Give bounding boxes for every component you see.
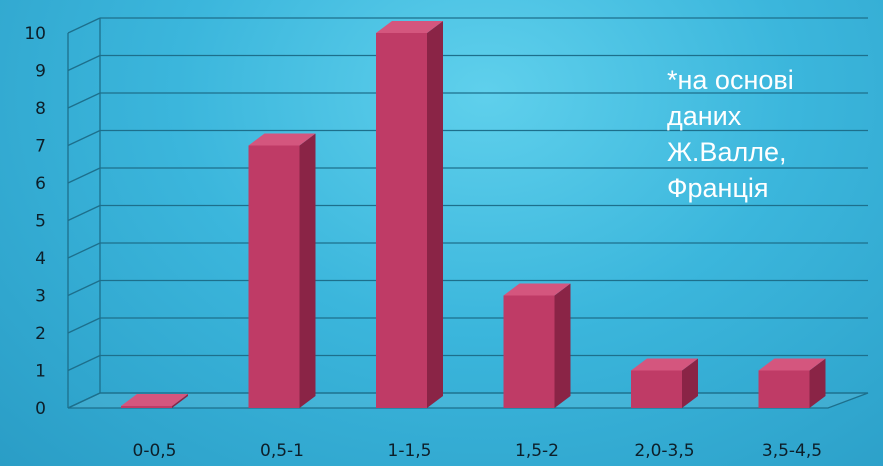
bar-front: [376, 33, 427, 408]
x-tick-label: 1-1,5: [388, 441, 432, 461]
x-tick-label: 2,0-3,5: [634, 441, 694, 461]
bar: [503, 283, 571, 408]
bar-side: [299, 133, 316, 408]
x-tick-label: 0,5-1: [260, 441, 304, 461]
y-tick-label: 0: [35, 399, 46, 419]
y-tick-label: 2: [35, 324, 46, 344]
bar-top: [631, 358, 698, 371]
bar: [248, 133, 316, 408]
bar-side: [172, 394, 188, 408]
bar: [376, 21, 443, 408]
bar-side: [682, 358, 698, 408]
bar-top: [376, 21, 443, 33]
y-tick-label: 3: [35, 287, 46, 307]
y-tick-label: 9: [35, 62, 46, 82]
bar-side: [809, 358, 826, 408]
y-tick-label: 8: [35, 99, 46, 119]
source-annotation: *на основі даних Ж.Валле, Франція: [667, 65, 794, 203]
bar-front: [631, 370, 682, 408]
gridline-depth: [67, 167, 101, 184]
bar-side: [554, 283, 571, 408]
bar-front: [248, 145, 300, 408]
bar-side: [427, 21, 443, 408]
bar: [758, 358, 826, 408]
gridline-depth: [67, 354, 101, 372]
y-tick-label: 4: [35, 249, 46, 269]
gridline-depth: [67, 392, 101, 409]
y-axis: 0 1 2 3 4 5 6 7 8 9 10: [24, 18, 101, 419]
bar-front: [503, 295, 555, 408]
bar-front: [758, 370, 810, 408]
gridline-depth: [67, 317, 101, 334]
x-axis: 0-0,5 0,5-1 1-1,5 1,5-2 2,0-3,5 3,5-4,5: [133, 441, 823, 461]
x-tick-label: 0-0,5: [133, 441, 177, 461]
gridline-depth: [67, 279, 101, 297]
gridline-depth: [67, 17, 101, 34]
bar-front: [121, 406, 172, 408]
y-tick-label: 7: [35, 137, 46, 157]
bar: [121, 394, 188, 408]
x-tick-label: 3,5-4,5: [762, 441, 822, 461]
bar: [631, 358, 698, 408]
bars: [121, 21, 826, 408]
y-tick-label: 1: [35, 362, 46, 382]
gridline-depth: [67, 204, 101, 222]
gridline-depth: [67, 54, 101, 72]
bar-top: [248, 133, 316, 146]
bar-top: [121, 394, 188, 406]
gridline-depth: [67, 92, 101, 109]
bar-top: [503, 283, 571, 296]
gridline-depth: [67, 129, 101, 147]
x-tick-label: 1,5-2: [515, 441, 559, 461]
y-tick-label: 10: [24, 24, 46, 44]
y-tick-label: 5: [35, 212, 46, 232]
bar-top: [758, 358, 826, 371]
gridline-depth: [67, 242, 101, 259]
y-tick-label: 6: [35, 174, 46, 194]
